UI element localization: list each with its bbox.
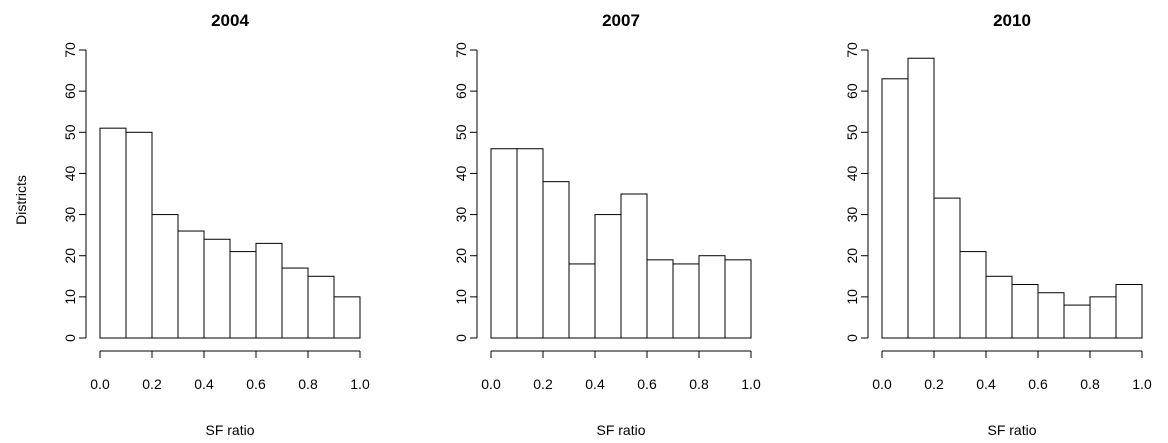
bar-0.3 [959,251,987,339]
y-tick-label: 60 [62,83,78,99]
y-tick-label: 30 [453,207,469,223]
x-tick-label: 0.0 [872,376,892,392]
x-tick-label: 0.8 [298,376,318,392]
y-tick-label: 60 [844,83,860,99]
x-axis-title: SF ratio [987,422,1036,438]
bar-0.8 [698,255,726,339]
y-tick-label: 40 [453,165,469,181]
bar-0.5 [620,193,648,339]
x-tick-label: 0.6 [637,376,657,392]
y-tick-label: 10 [844,289,860,305]
y-tick-label: 50 [453,124,469,140]
bar-0.1 [125,131,153,339]
y-tick-label: 30 [62,207,78,223]
bar-0.6 [1037,292,1065,339]
y-tick-label: 70 [844,42,860,58]
bar-0.3 [568,263,596,339]
x-tick-label: 0.4 [194,376,214,392]
bar-0.9 [724,259,752,339]
bar-0.9 [333,296,361,339]
panel-2007: 0 10 20 30 40 50 60 70 0.0 0.2 0.4 0.6 0.8 1.0 2007 SF … [453,11,761,438]
y-tick-label: 10 [453,289,469,305]
panel-title: 2004 [211,11,249,30]
bar-0.7 [1063,304,1091,339]
bar-0.4 [203,238,231,339]
y-tick-label: 0 [453,334,469,342]
bar-0.0 [490,148,518,339]
bar-0.7 [672,263,700,339]
panel-title: 2007 [602,11,640,30]
bar-0.0 [99,127,127,339]
x-tick-label: 0.4 [976,376,996,392]
bar-0.5 [229,251,257,339]
y-tick-label: 40 [62,165,78,181]
y-tick-label: 0 [62,334,78,342]
x-tick-label: 0.8 [1080,376,1100,392]
bar-0.5 [1011,284,1039,339]
y-tick-label: 30 [844,207,860,223]
x-axis-title: SF ratio [596,422,645,438]
y-axis-title: Districts [13,175,29,225]
x-tick-label: 0.2 [924,376,944,392]
x-tick-label: 0.0 [481,376,501,392]
x-tick-label: 0.6 [1028,376,1048,392]
x-tick-label: 1.0 [350,376,370,392]
y-tick-label: 70 [62,42,78,58]
bar-0.3 [177,230,205,339]
bar-0.1 [907,57,935,339]
x-tick-label: 0.2 [533,376,553,392]
bar-0.4 [985,275,1013,339]
bar-0.6 [255,242,283,339]
bar-0.2 [933,197,961,339]
bar-0.8 [1089,296,1117,339]
x-axis-title: SF ratio [205,422,254,438]
y-tick-label: 60 [453,83,469,99]
x-tick-label: 0.8 [689,376,709,392]
panel-2004: 0 10 20 30 40 50 60 70 0.0 0.2 0.4 0.6 0.8 1.0 2004 SF … [13,11,370,438]
x-tick-label: 0.4 [585,376,605,392]
y-tick-label: 20 [453,248,469,264]
panel-title: 2010 [993,11,1031,30]
bar-0.6 [646,259,674,339]
y-tick-label: 50 [62,124,78,140]
x-tick-label: 1.0 [1132,376,1152,392]
x-tick-label: 0.2 [142,376,162,392]
y-tick-label: 40 [844,165,860,181]
y-tick-label: 50 [844,124,860,140]
x-tick-label: 0.0 [90,376,110,392]
bar-0.8 [307,275,335,339]
x-tick-label: 0.6 [246,376,266,392]
x-tick-label: 1.0 [741,376,761,392]
panel-2010: 0 10 20 30 40 50 60 70 0.0 0.2 0.4 0.6 0.8 1.0 2010 SF … [844,11,1152,438]
bar-0.7 [281,267,309,339]
bar-0.2 [542,181,570,339]
y-tick-label: 70 [453,42,469,58]
bar-0.1 [516,148,544,339]
y-tick-label: 0 [844,334,860,342]
bar-0.4 [594,214,622,339]
y-tick-label: 20 [62,248,78,264]
bar-0.0 [881,78,909,339]
bar-0.2 [151,214,179,339]
y-tick-label: 10 [62,289,78,305]
y-tick-label: 20 [844,248,860,264]
bar-0.9 [1115,284,1143,339]
